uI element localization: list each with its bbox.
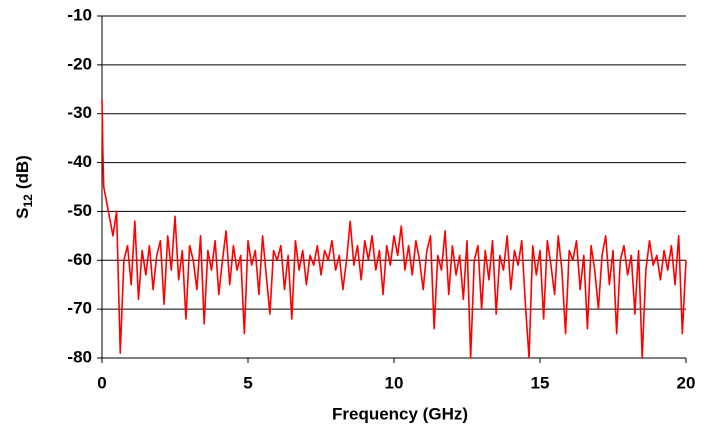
y-tick-label: -40 bbox=[67, 152, 92, 171]
y-tick-label: -80 bbox=[67, 347, 92, 366]
y-tick-label: -50 bbox=[67, 201, 92, 220]
x-tick-label: 5 bbox=[243, 373, 252, 392]
y-tick-label: -20 bbox=[67, 54, 92, 73]
x-tick-label: 10 bbox=[385, 373, 404, 392]
x-axis-label: Frequency (GHz) bbox=[332, 404, 468, 423]
y-label-unit: (dB) bbox=[13, 155, 32, 189]
y-tick-label: -10 bbox=[67, 5, 92, 24]
y-axis-label: S12 (dB) bbox=[13, 155, 35, 219]
data-line bbox=[101, 99, 687, 359]
x-tick-label: 20 bbox=[677, 373, 696, 392]
x-tick-label: 15 bbox=[531, 373, 550, 392]
y-tick-label: -60 bbox=[67, 250, 92, 269]
x-tick-label: 0 bbox=[97, 373, 106, 392]
y-label-sub: 12 bbox=[21, 194, 35, 208]
y-tick-label: -30 bbox=[67, 103, 92, 122]
y-label-main: S bbox=[13, 208, 32, 219]
y-tick-label: -70 bbox=[67, 299, 92, 318]
